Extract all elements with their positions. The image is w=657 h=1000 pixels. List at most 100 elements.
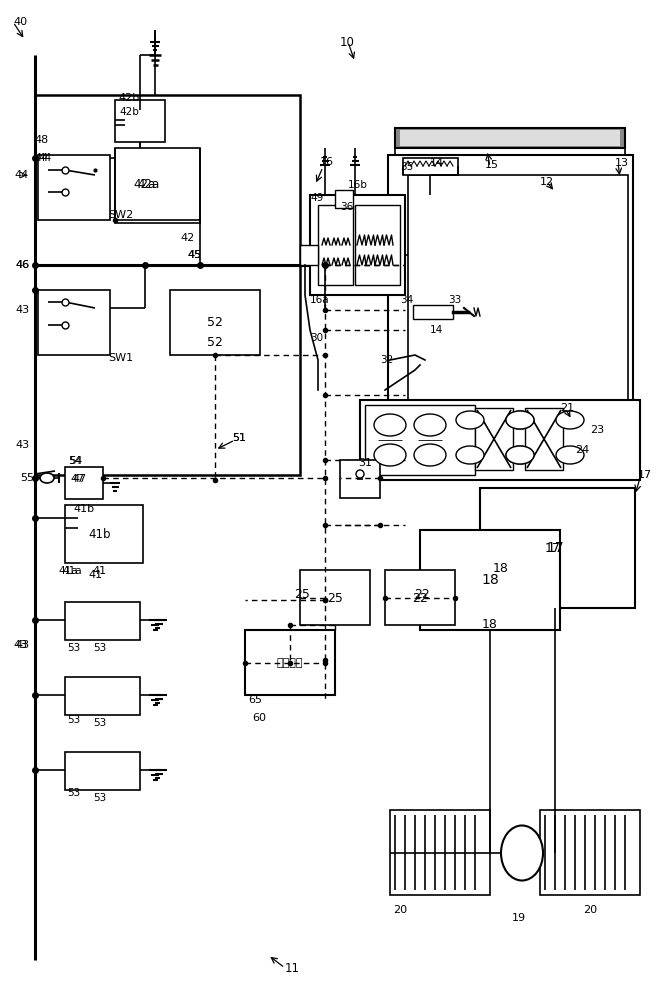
Text: 17: 17 bbox=[546, 541, 564, 555]
Text: 53: 53 bbox=[93, 718, 106, 728]
Text: 46: 46 bbox=[15, 260, 29, 270]
Text: 36: 36 bbox=[340, 202, 353, 212]
Text: 18: 18 bbox=[481, 573, 499, 587]
Text: 43: 43 bbox=[13, 640, 27, 650]
Ellipse shape bbox=[506, 411, 534, 429]
Text: 45: 45 bbox=[188, 250, 202, 260]
Text: 45: 45 bbox=[188, 250, 202, 260]
Text: 21: 21 bbox=[560, 403, 574, 413]
Bar bbox=[413, 305, 453, 319]
Bar bbox=[335, 190, 353, 208]
Text: 22: 22 bbox=[414, 588, 430, 601]
Text: 14: 14 bbox=[430, 158, 444, 168]
Text: 15: 15 bbox=[485, 160, 499, 170]
Text: 41b: 41b bbox=[89, 528, 111, 542]
Bar bbox=[360, 400, 640, 480]
Bar bbox=[395, 128, 625, 148]
Text: 48: 48 bbox=[34, 135, 48, 145]
Ellipse shape bbox=[506, 446, 534, 464]
Text: 17: 17 bbox=[545, 542, 561, 554]
Text: 17: 17 bbox=[638, 470, 652, 480]
Bar bbox=[385, 570, 455, 625]
Text: 34: 34 bbox=[400, 295, 413, 305]
Text: 53: 53 bbox=[67, 788, 80, 798]
Text: 65: 65 bbox=[248, 695, 262, 705]
Text: 23: 23 bbox=[590, 425, 604, 435]
Text: 41a: 41a bbox=[62, 566, 81, 576]
Text: 42a: 42a bbox=[134, 178, 156, 192]
Bar bbox=[408, 175, 628, 410]
Text: 54: 54 bbox=[68, 456, 81, 466]
Ellipse shape bbox=[456, 411, 484, 429]
Ellipse shape bbox=[414, 414, 446, 436]
Text: 20: 20 bbox=[393, 905, 407, 915]
Bar bbox=[400, 130, 620, 146]
Bar bbox=[115, 148, 200, 223]
Text: 42a: 42a bbox=[137, 178, 159, 192]
Ellipse shape bbox=[501, 826, 543, 880]
Bar bbox=[340, 460, 380, 498]
Text: 55: 55 bbox=[20, 473, 34, 483]
Text: 51: 51 bbox=[232, 433, 246, 443]
Text: 41b: 41b bbox=[73, 504, 94, 514]
Text: 53: 53 bbox=[67, 715, 80, 725]
Text: 47: 47 bbox=[72, 474, 86, 484]
Text: 20: 20 bbox=[583, 905, 597, 915]
Text: 42: 42 bbox=[180, 233, 194, 243]
Text: 43: 43 bbox=[15, 305, 29, 315]
Ellipse shape bbox=[506, 411, 534, 429]
Bar bbox=[420, 530, 560, 630]
Text: 16b: 16b bbox=[348, 180, 368, 190]
Bar bbox=[390, 810, 490, 895]
Bar bbox=[65, 602, 140, 640]
Text: 19: 19 bbox=[512, 913, 526, 923]
Bar bbox=[38, 155, 110, 220]
Text: 32: 32 bbox=[380, 355, 394, 365]
Bar bbox=[525, 408, 563, 470]
Bar bbox=[65, 467, 103, 499]
Text: 41: 41 bbox=[92, 566, 106, 576]
Text: 41: 41 bbox=[88, 570, 102, 580]
Text: 53: 53 bbox=[93, 643, 106, 653]
Bar bbox=[318, 205, 353, 285]
Text: 12: 12 bbox=[540, 177, 554, 187]
Bar bbox=[115, 100, 165, 142]
Text: 49: 49 bbox=[310, 193, 323, 203]
Text: 13: 13 bbox=[615, 158, 629, 168]
Bar bbox=[310, 195, 405, 295]
Bar bbox=[65, 677, 140, 715]
Text: 53: 53 bbox=[93, 793, 106, 803]
Text: 22: 22 bbox=[412, 591, 428, 604]
Bar bbox=[365, 405, 475, 475]
Ellipse shape bbox=[40, 473, 54, 483]
Text: 53: 53 bbox=[67, 643, 80, 653]
Text: SW1: SW1 bbox=[108, 353, 133, 363]
Bar bbox=[540, 810, 640, 895]
Text: 52: 52 bbox=[207, 336, 223, 349]
Ellipse shape bbox=[414, 444, 446, 466]
Text: 30: 30 bbox=[310, 333, 323, 343]
Ellipse shape bbox=[374, 414, 406, 436]
Text: 33: 33 bbox=[448, 295, 461, 305]
Bar bbox=[388, 155, 633, 420]
Ellipse shape bbox=[506, 446, 534, 464]
Text: 16: 16 bbox=[320, 157, 334, 167]
Text: 42b: 42b bbox=[118, 93, 139, 103]
Bar bbox=[300, 245, 318, 265]
Bar bbox=[38, 290, 110, 355]
Text: 14: 14 bbox=[430, 325, 443, 335]
Text: 25: 25 bbox=[294, 588, 310, 601]
Ellipse shape bbox=[556, 411, 584, 429]
Text: 18: 18 bbox=[482, 618, 498, 632]
Bar bbox=[480, 488, 635, 608]
Bar bbox=[35, 95, 300, 475]
Text: 47: 47 bbox=[70, 474, 84, 484]
Text: 44: 44 bbox=[14, 170, 28, 180]
Text: 52: 52 bbox=[207, 316, 223, 330]
Bar bbox=[403, 158, 458, 175]
Text: 46: 46 bbox=[15, 260, 29, 270]
Text: 43: 43 bbox=[15, 440, 29, 450]
Text: 51: 51 bbox=[232, 433, 246, 443]
Text: 60: 60 bbox=[252, 713, 266, 723]
Text: 主控制器: 主控制器 bbox=[277, 658, 304, 668]
